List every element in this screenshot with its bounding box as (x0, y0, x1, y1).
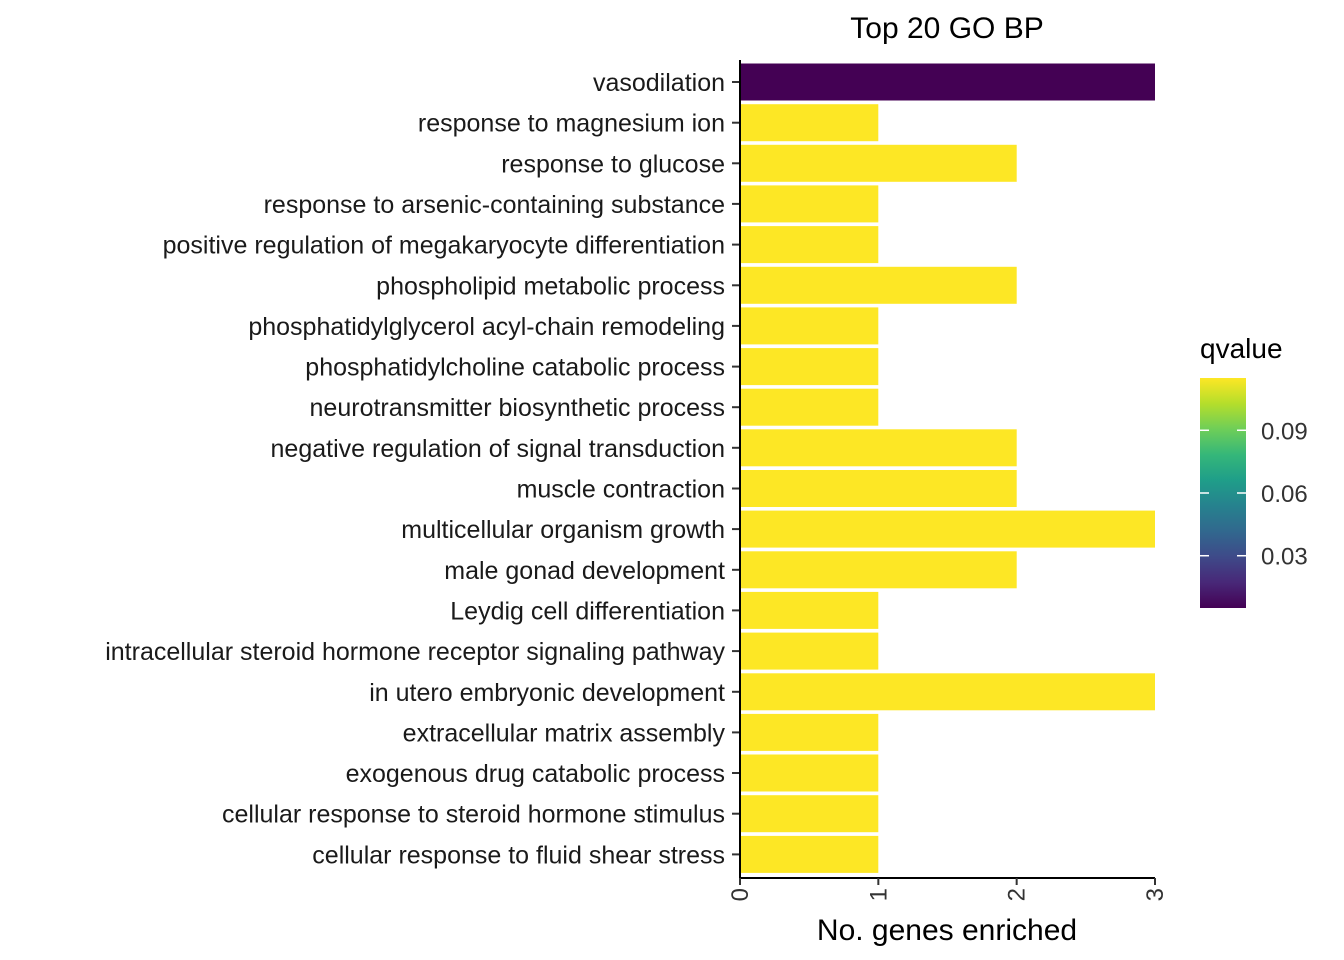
bar (740, 226, 879, 264)
category-label: male gonad development (444, 557, 725, 585)
category-label: in utero embryonic development (369, 679, 725, 707)
x-tick-label: 3 (1142, 888, 1169, 901)
category-labels: vasodilation response to magnesium ion res… (105, 69, 725, 869)
bar (740, 104, 879, 142)
category-label: cellular response to fluid shear stress (312, 841, 725, 869)
x-axis-ticks: 0 1 2 3 (727, 878, 1169, 901)
bar (740, 754, 879, 792)
legend-ticks: 0.03 0.06 0.09 (1200, 418, 1308, 571)
legend-title: qvalue (1200, 333, 1283, 364)
category-label: muscle contraction (517, 476, 725, 504)
bar (740, 63, 1155, 101)
category-label: cellular response to steroid hormone sti… (222, 801, 725, 829)
bar (740, 144, 1017, 182)
bar (740, 713, 879, 751)
category-label: vasodilation (593, 69, 725, 97)
bar (740, 388, 879, 426)
bar (740, 632, 879, 670)
x-tick-label: 0 (727, 888, 754, 901)
x-tick-label: 2 (1004, 888, 1031, 901)
category-label: phospholipid metabolic process (376, 272, 725, 300)
category-label: Leydig cell differentiation (450, 597, 725, 625)
category-label: response to arsenic-containing substance (264, 191, 725, 219)
x-axis-title: No. genes enriched (817, 914, 1077, 947)
bar (740, 591, 879, 629)
category-label: neurotransmitter biosynthetic process (310, 394, 725, 422)
legend-tick-label: 0.06 (1261, 481, 1308, 508)
chart-title: Top 20 GO BP (850, 12, 1043, 45)
category-label: response to magnesium ion (418, 110, 725, 138)
bar (740, 795, 879, 833)
legend-tick-label: 0.03 (1261, 544, 1308, 571)
bar (740, 307, 879, 345)
legend-tick-label: 0.09 (1261, 418, 1308, 445)
bar (740, 551, 1017, 589)
x-tick-label: 1 (865, 888, 892, 901)
category-label: response to glucose (501, 150, 725, 178)
bar (740, 266, 1017, 304)
category-label: extracellular matrix assembly (403, 719, 726, 747)
qvalue-legend: qvalue 0.03 0.06 0.09 (1200, 333, 1308, 608)
bar (740, 470, 1017, 507)
category-label: intracellular steroid hormone receptor s… (105, 638, 725, 666)
category-label: exogenous drug catabolic process (346, 760, 725, 788)
bar (740, 835, 879, 873)
category-label: phosphatidylcholine catabolic process (305, 354, 725, 382)
bar (740, 510, 1155, 548)
bar (740, 348, 879, 386)
category-label: multicellular organism growth (401, 516, 725, 544)
category-label: negative regulation of signal transducti… (271, 435, 725, 463)
y-axis-ticks (732, 81, 740, 856)
bars-group (740, 63, 1155, 873)
bar (740, 429, 1017, 467)
bar (740, 673, 1155, 711)
bar (740, 185, 879, 223)
category-label: positive regulation of megakaryocyte dif… (163, 232, 725, 260)
category-label: phosphatidylglycerol acyl-chain remodeli… (248, 313, 725, 341)
